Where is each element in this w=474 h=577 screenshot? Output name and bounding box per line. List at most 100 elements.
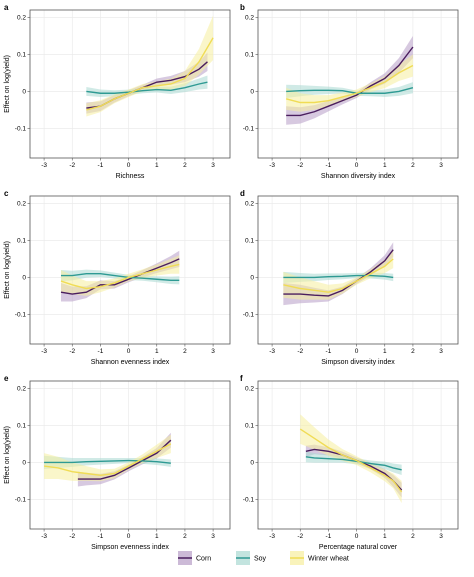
- x-tick-label: -3: [41, 162, 47, 169]
- x-tick-label: -2: [297, 162, 303, 169]
- x-tick-label: 2: [411, 162, 415, 169]
- y-tick-label: 0.2: [17, 201, 26, 208]
- y-axis-title: Effect on log(yield): [4, 426, 11, 484]
- legend-label-wheat: Winter wheat: [308, 556, 349, 563]
- legend-item-soy: Soy: [236, 551, 267, 565]
- legend: Corn Soy Winter wheat: [178, 551, 349, 565]
- x-tick-label: 1: [155, 533, 159, 540]
- x-tick-label: 3: [439, 348, 443, 355]
- x-axis-title: Simpson evenness index: [91, 544, 169, 551]
- panel-c: -3 -2 -1 0 1 2 3 -0.1 0 0.1 0.2 Shannon evenness in…: [4, 189, 231, 366]
- series-line-soy: [86, 81, 208, 94]
- y-tick-label: 0.1: [245, 423, 254, 430]
- x-tick-label: 3: [439, 162, 443, 169]
- y-axis-title: Effect on log(yield): [4, 55, 11, 113]
- series-line-wheat: [285, 64, 414, 104]
- panel-b: -3 -2 -1 0 1 2 3 -0.1 0 0.1 0.2 Shannon diversity i…: [240, 3, 459, 180]
- y-tick-label: 0.2: [17, 386, 26, 393]
- ci-band-wheat: [44, 434, 171, 482]
- y-tick-label: 0: [250, 275, 254, 282]
- panel-letter: c: [4, 189, 9, 198]
- panel-e: -3 -2 -1 0 1 2 3 -0.1 0 0.1 0.2 Simpson evenness in…: [4, 374, 231, 551]
- panel-f: -3 -2 -1 0 1 2 3 -0.1 0 0.1 0.2 Percentage natural …: [240, 374, 459, 551]
- x-tick-label: -2: [297, 533, 303, 540]
- y-tick-label: 0: [22, 89, 26, 96]
- series-line-corn: [286, 46, 414, 117]
- x-tick-label: -3: [41, 348, 47, 355]
- x-tick-label: 2: [183, 162, 187, 169]
- series-line-corn: [60, 258, 180, 295]
- y-tick-label: -0.1: [15, 497, 27, 504]
- plot-area: [258, 10, 458, 158]
- plot-frame: [257, 380, 459, 530]
- x-axis-title: Simpson diversity index: [321, 359, 395, 366]
- x-tick-label: 3: [211, 162, 215, 169]
- x-tick-label: 2: [183, 348, 187, 355]
- plot-area: [30, 196, 230, 344]
- y-tick-label: 0.1: [17, 423, 26, 430]
- series-line-soy: [286, 87, 414, 94]
- plot-frame: [257, 195, 459, 345]
- panel-d: -3 -2 -1 0 1 2 3 -0.1 0 0.1 0.2 Simpson diversity i…: [240, 189, 459, 366]
- ci-band-soy: [86, 75, 208, 97]
- y-tick-label: 0.2: [17, 15, 26, 22]
- plot-frame: [29, 195, 231, 345]
- x-axis-title: Richness: [116, 173, 145, 180]
- x-tick-label: 2: [411, 533, 415, 540]
- x-tick-label: -1: [326, 162, 332, 169]
- series-line-corn: [77, 439, 172, 480]
- x-tick-label: -1: [98, 533, 104, 540]
- x-tick-label: 1: [383, 162, 387, 169]
- x-tick-label: -2: [69, 162, 75, 169]
- x-tick-label: -1: [98, 162, 104, 169]
- panel-letter: b: [240, 3, 245, 12]
- x-tick-label: -2: [69, 348, 75, 355]
- x-tick-label: 1: [155, 348, 159, 355]
- x-tick-label: 3: [211, 348, 215, 355]
- x-axis-title: Percentage natural cover: [319, 544, 398, 551]
- series-line-wheat: [43, 443, 172, 477]
- x-tick-label: 2: [183, 533, 187, 540]
- x-tick-label: 0: [127, 533, 131, 540]
- series-line-wheat: [283, 258, 394, 293]
- x-tick-label: -3: [41, 533, 47, 540]
- panel-letter: f: [240, 374, 243, 383]
- x-tick-label: 3: [439, 533, 443, 540]
- series-line-wheat: [86, 37, 214, 111]
- x-tick-label: -3: [269, 162, 275, 169]
- x-tick-label: 0: [355, 348, 359, 355]
- x-tick-label: 1: [383, 348, 387, 355]
- y-tick-label: -0.1: [243, 312, 255, 319]
- x-tick-label: -3: [269, 533, 275, 540]
- panel-a: -3 -2 -1 0 1 2 3 -0.1 0 0.1 0.2 Richness Effect on l…: [4, 3, 231, 180]
- panel-letter: a: [4, 3, 9, 12]
- x-tick-label: -1: [326, 533, 332, 540]
- y-tick-label: 0.1: [245, 238, 254, 245]
- plot-area: [258, 196, 458, 344]
- x-tick-label: -1: [98, 348, 104, 355]
- y-tick-label: -0.1: [243, 497, 255, 504]
- plot-area: [258, 381, 458, 529]
- y-tick-label: 0.1: [245, 52, 254, 59]
- x-tick-label: 0: [355, 533, 359, 540]
- y-tick-label: -0.1: [15, 126, 27, 133]
- x-tick-label: -3: [269, 348, 275, 355]
- series-line-wheat: [299, 428, 403, 493]
- x-axis-title: Shannon diversity index: [321, 173, 396, 180]
- series-line-wheat: [60, 263, 180, 290]
- y-tick-label: 0.2: [245, 201, 254, 208]
- x-tick-label: 1: [155, 162, 159, 169]
- panel-letter: d: [240, 189, 245, 198]
- plot-frame: [29, 380, 231, 530]
- legend-label-soy: Soy: [254, 556, 267, 563]
- x-tick-label: 0: [355, 162, 359, 169]
- x-tick-label: -2: [69, 533, 75, 540]
- y-axis-title: Effect on log(yield): [4, 241, 11, 299]
- x-tick-label: 3: [211, 533, 215, 540]
- series-line-soy: [60, 273, 180, 282]
- y-tick-label: 0: [22, 275, 26, 282]
- x-tick-label: 0: [127, 162, 131, 169]
- series-line-soy: [283, 274, 394, 279]
- x-tick-label: -1: [326, 348, 332, 355]
